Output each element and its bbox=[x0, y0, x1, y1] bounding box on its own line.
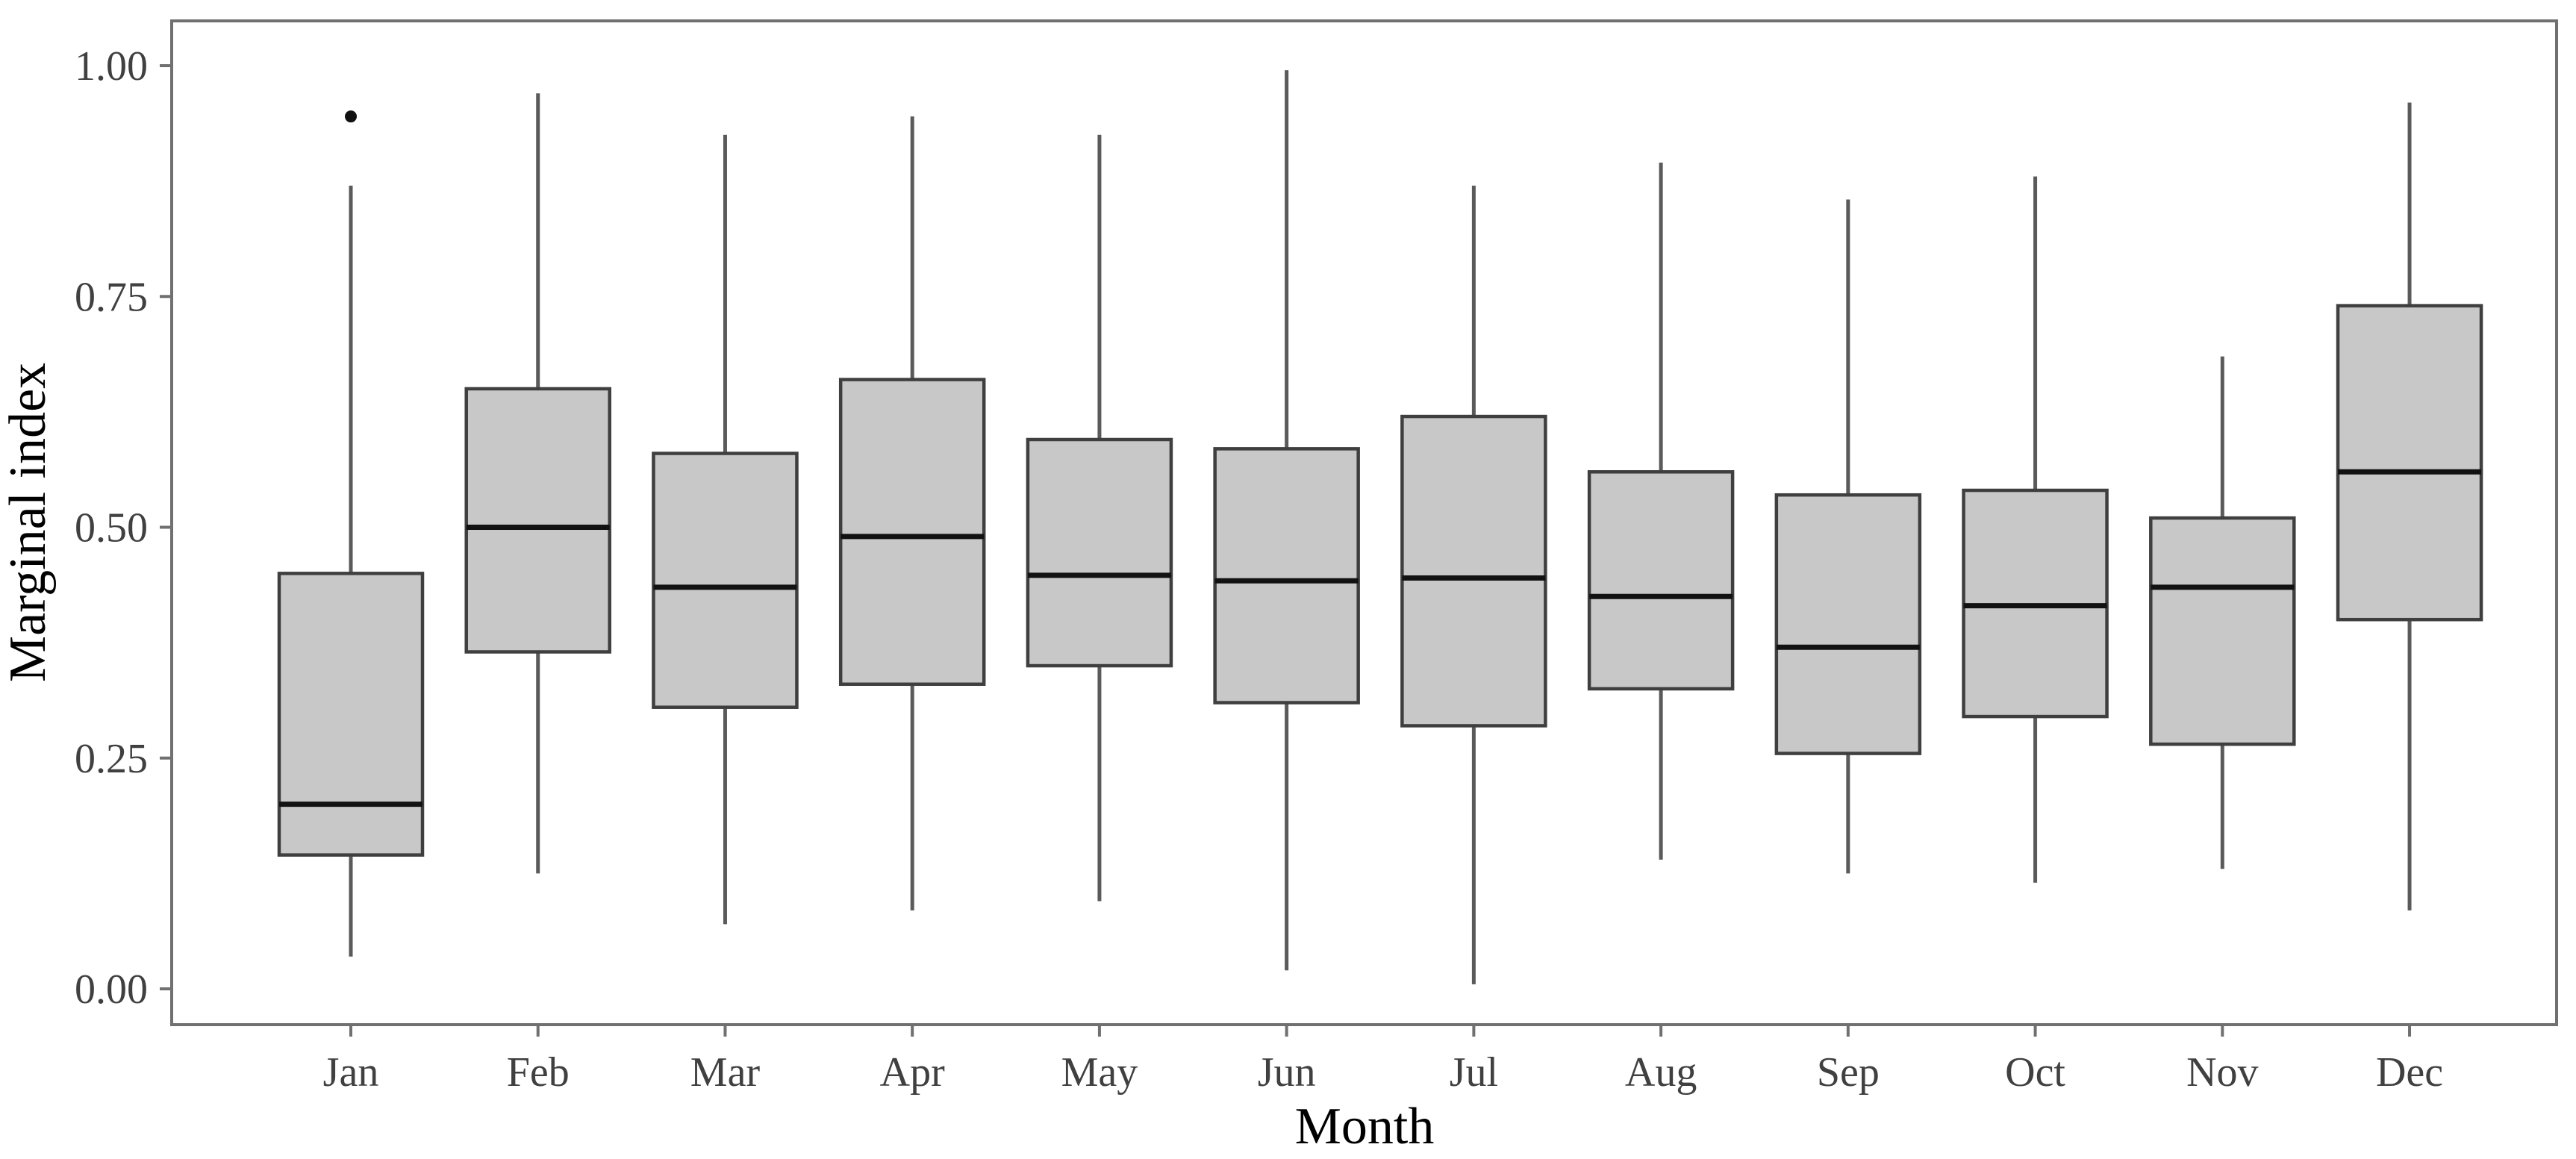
y-axis-title: Marginal index bbox=[0, 363, 57, 682]
y-tick-label: 0.25 bbox=[75, 736, 148, 782]
x-tick-label: Aug bbox=[1625, 1049, 1697, 1096]
x-axis-title: Month bbox=[1295, 1098, 1435, 1155]
iqr-box bbox=[1774, 493, 1922, 755]
x-tick-label: Jul bbox=[1450, 1049, 1498, 1096]
x-tick-label: Feb bbox=[507, 1049, 570, 1096]
x-tick-label: Jan bbox=[323, 1049, 379, 1096]
iqr-box bbox=[1026, 437, 1173, 668]
iqr-box bbox=[2149, 516, 2296, 746]
iqr-box bbox=[277, 572, 425, 857]
y-tick-label: 1.00 bbox=[75, 43, 148, 90]
x-tick-label: May bbox=[1061, 1049, 1138, 1096]
chart-layer: 0.00 0.25 0.50 0.75 1.00 Jan Feb Mar Apr May Jun Ju… bbox=[75, 19, 2558, 1096]
x-tick-label: Oct bbox=[2005, 1049, 2065, 1096]
y-tick-label: 0.75 bbox=[75, 274, 148, 320]
iqr-box bbox=[2336, 304, 2483, 622]
iqr-box bbox=[1400, 414, 1547, 728]
iqr-box bbox=[1587, 470, 1735, 691]
iqr-box bbox=[652, 452, 799, 709]
iqr-box bbox=[1213, 447, 1360, 705]
outlier-point bbox=[345, 110, 357, 123]
iqr-box bbox=[838, 378, 986, 687]
x-tick-label: Sep bbox=[1817, 1049, 1880, 1096]
x-tick-label: Jun bbox=[1258, 1049, 1316, 1096]
x-tick-label: Apr bbox=[880, 1049, 945, 1096]
x-tick-label: Nov bbox=[2186, 1049, 2258, 1096]
y-tick-label: 0.00 bbox=[75, 966, 148, 1013]
y-tick-label: 0.50 bbox=[75, 505, 148, 552]
x-tick-label: Mar bbox=[690, 1049, 761, 1096]
x-tick-label: Dec bbox=[2376, 1049, 2443, 1096]
iqr-box bbox=[464, 387, 611, 654]
